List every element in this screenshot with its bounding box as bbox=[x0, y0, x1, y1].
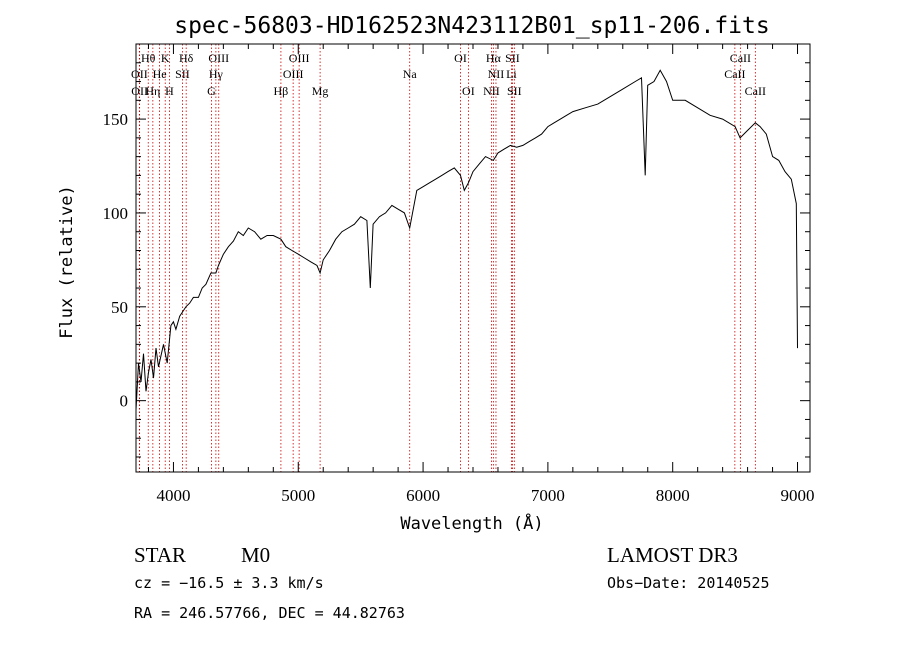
x-tick-label: 8000 bbox=[656, 486, 690, 505]
spectral-line-label: Hα bbox=[486, 51, 502, 65]
spectral-line-label: Hγ bbox=[209, 67, 224, 81]
y-tick-label: 0 bbox=[120, 392, 129, 411]
spectral-line-label: CaII bbox=[724, 67, 745, 81]
spectral-line-markers bbox=[138, 44, 756, 472]
spectral-line-label: K bbox=[161, 51, 170, 65]
object-type: STAR bbox=[134, 543, 186, 567]
x-axis-ticks: 4000 5000 6000 7000 8000 9000 bbox=[147, 44, 815, 505]
chart-title: spec-56803-HD162523N423112B01_sp11-206.f… bbox=[174, 13, 769, 39]
spectral-line-label: Na bbox=[403, 67, 418, 81]
x-tick-label: 5000 bbox=[281, 486, 315, 505]
spectrum-series-line bbox=[135, 69, 798, 411]
spectral-line-label: OIII bbox=[208, 51, 229, 65]
spectral-line-label: He bbox=[153, 67, 167, 81]
spectral-line-label: CaII bbox=[745, 84, 766, 98]
redshift-cz: cz = −16.5 ± 3.3 km/s bbox=[134, 574, 324, 592]
spectral-line-label: Mg bbox=[312, 84, 329, 98]
object-subclass: M0 bbox=[241, 543, 270, 567]
plot-frame bbox=[135, 43, 811, 473]
spectral-line-label: H bbox=[165, 84, 174, 98]
spectral-line-label: OII bbox=[131, 84, 148, 98]
y-tick-label: 50 bbox=[111, 298, 128, 317]
spectral-line-label: Hη bbox=[145, 84, 160, 98]
spectral-line-label: CaII bbox=[730, 51, 751, 65]
spectral-line-label: NII bbox=[483, 84, 500, 98]
spectral-line-label: Hδ bbox=[179, 51, 194, 65]
x-tick-label: 7000 bbox=[531, 486, 565, 505]
spectral-line-label: Li bbox=[506, 67, 517, 81]
spectral-line-label: OI bbox=[462, 84, 475, 98]
survey-name: LAMOST DR3 bbox=[607, 543, 738, 567]
x-tick-label: 4000 bbox=[156, 486, 190, 505]
spectral-line-label: SII bbox=[507, 84, 522, 98]
y-tick-label: 150 bbox=[103, 110, 129, 129]
x-tick-label: 9000 bbox=[781, 486, 815, 505]
spectral-line-label: Hβ bbox=[274, 84, 289, 98]
spectral-line-label: G bbox=[207, 84, 216, 98]
y-axis-label: Flux (relative) bbox=[57, 185, 77, 339]
y-tick-label: 100 bbox=[103, 204, 129, 223]
spectral-line-label: OIII bbox=[289, 51, 310, 65]
plot-area: 4000 5000 6000 7000 8000 9000 0 50 100 150 Hθ K Hδ… bbox=[103, 43, 815, 505]
sky-coordinates: RA = 246.57766, DEC = 44.82763 bbox=[134, 604, 405, 622]
spectral-line-label: OI bbox=[454, 51, 467, 65]
spectral-line-label: Hθ bbox=[141, 51, 156, 65]
x-tick-label: 6000 bbox=[406, 486, 440, 505]
spectral-line-label: OIII bbox=[283, 67, 304, 81]
x-axis-label: Wavelength (Å) bbox=[400, 512, 543, 534]
observation-date: Obs−Date: 20140525 bbox=[607, 574, 770, 592]
y-axis-ticks: 0 50 100 150 bbox=[103, 62, 810, 458]
spectral-line-label: SII bbox=[505, 51, 520, 65]
spectral-line-label: NII bbox=[488, 67, 505, 81]
spectral-line-label: SII bbox=[175, 67, 190, 81]
spectral-line-label: OII bbox=[131, 67, 148, 81]
